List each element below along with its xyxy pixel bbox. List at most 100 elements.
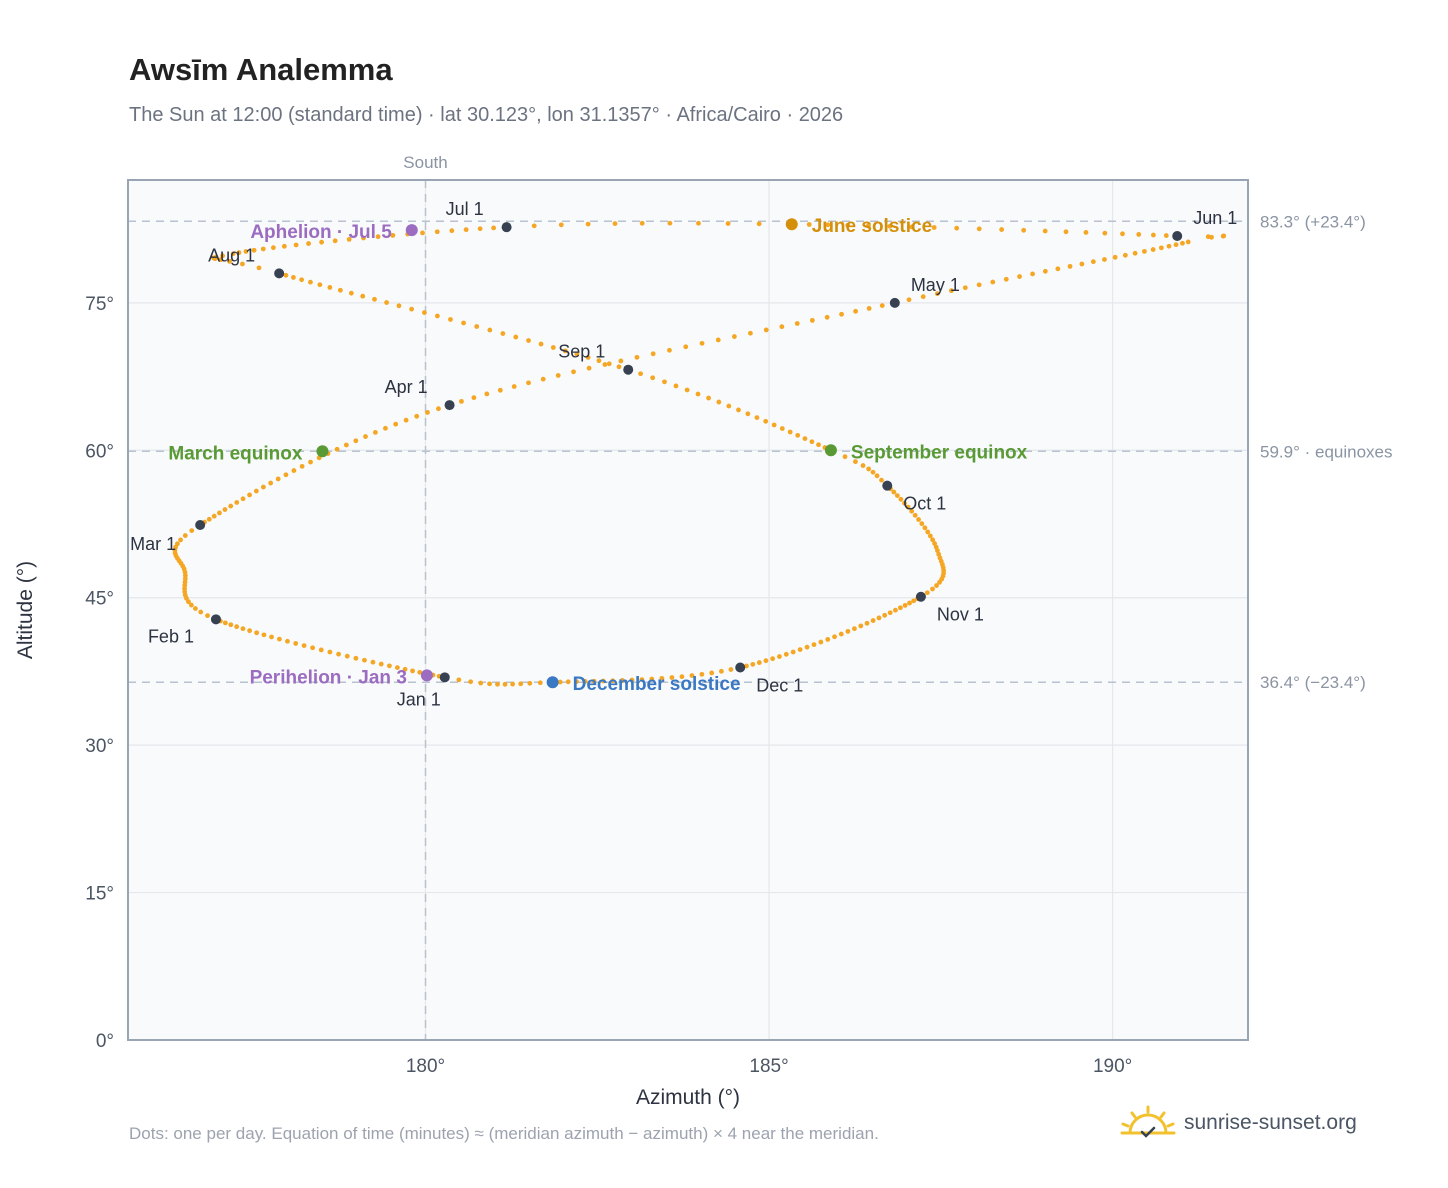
daily-dot: [484, 391, 490, 397]
daily-dot: [954, 225, 960, 231]
daily-dot: [906, 297, 912, 303]
daily-dot: [639, 220, 645, 226]
daily-dot: [600, 678, 606, 684]
daily-dot: [178, 537, 183, 543]
daily-dot: [924, 590, 930, 596]
daily-dot: [879, 477, 884, 483]
daily-dot: [1132, 250, 1138, 256]
daily-dot: [343, 442, 349, 448]
reference-lines: 83.3° (+23.4°) 59.9° · equinoxes 36.4° (−2…: [128, 212, 1393, 692]
daily-dot: [436, 406, 441, 412]
daily-dot: [308, 459, 313, 465]
daily-dot: [797, 647, 803, 653]
month-label: Feb 1: [148, 626, 194, 646]
daily-dot: [612, 221, 618, 226]
daily-dot: [310, 645, 316, 651]
event-marker: [420, 669, 433, 682]
event-label: Aphelion · Jul 5: [250, 222, 392, 243]
daily-dot: [811, 642, 817, 648]
daily-dot: [175, 541, 180, 547]
brand[interactable]: sunrise-sunset.org: [1120, 1103, 1357, 1143]
daily-dot: [673, 383, 679, 389]
daily-dot: [695, 391, 701, 397]
daily-dot: [562, 348, 568, 354]
daily-dot: [586, 365, 592, 371]
daily-dot: [1090, 259, 1096, 265]
daily-dot: [571, 369, 576, 375]
daily-dot: [217, 257, 223, 263]
daily-dot: [937, 579, 942, 585]
daily-dot: [420, 230, 425, 236]
daily-dot: [876, 615, 882, 621]
daily-dot: [736, 407, 741, 413]
daily-dot: [251, 247, 257, 253]
daily-dot: [610, 678, 616, 684]
daily-dot: [866, 306, 872, 311]
month-label: Apr 1: [385, 377, 428, 397]
daily-dot: [897, 605, 903, 611]
daily-dot: [283, 272, 289, 278]
brand-name: sunrise-sunset.org: [1184, 1111, 1357, 1134]
daily-dot: [706, 395, 711, 401]
daily-dot: [809, 439, 815, 445]
event-label: March equinox: [168, 443, 303, 464]
daily-dot: [1017, 274, 1022, 279]
daily-dot: [217, 510, 222, 516]
month-label: Jan 1: [397, 689, 441, 709]
daily-dot: [920, 294, 926, 300]
daily-dot: [582, 679, 588, 684]
daily-dot: [383, 425, 388, 431]
daily-dot: [456, 677, 462, 683]
daily-dot: [934, 291, 940, 297]
daily-dot: [1205, 234, 1211, 240]
daily-dot: [925, 529, 931, 535]
daily-dot: [794, 321, 800, 326]
daily-dot: [1122, 252, 1128, 258]
daily-dot: [976, 282, 982, 288]
daily-dot: [596, 358, 602, 364]
daily-dot: [372, 429, 378, 435]
daily-dot: [696, 220, 701, 226]
month-marker: [444, 400, 455, 411]
daily-dot: [777, 654, 782, 659]
daily-dot: [962, 285, 968, 291]
daily-dot: [234, 500, 240, 505]
month-label: Aug 1: [208, 245, 255, 265]
daily-dot: [649, 676, 655, 682]
daily-dot: [809, 317, 815, 323]
daily-dot: [293, 641, 299, 646]
daily-dot: [269, 634, 274, 640]
month-marker: [439, 672, 450, 683]
daily-dot: [477, 226, 483, 232]
daily-dot: [1063, 229, 1069, 235]
axes: 0° 15° 30° 45° 60° 75° 180° 185° 190° Azimuth (°)…: [14, 294, 1132, 1109]
daily-dot: [894, 493, 900, 498]
daily-dot: [361, 235, 366, 241]
daily-dot: [683, 344, 689, 350]
daily-dot: [659, 675, 665, 681]
daily-dot: [898, 496, 904, 502]
daily-dot: [853, 308, 858, 314]
daily-dot: [779, 426, 785, 431]
daily-dot: [591, 678, 597, 684]
daily-dot: [634, 354, 640, 360]
event-label: December solstice: [573, 674, 741, 695]
daily-dot: [396, 303, 402, 309]
month-marker: [501, 222, 512, 233]
daily-dot: [824, 314, 830, 320]
daily-dot: [513, 334, 519, 340]
daily-dot: [370, 659, 376, 665]
daily-dot: [699, 671, 705, 677]
daily-dot: [299, 463, 305, 469]
month-marker: [915, 591, 926, 602]
daily-dot: [748, 330, 753, 336]
daily-dot: [212, 256, 218, 262]
daily-dot: [667, 220, 673, 226]
daily-dot: [728, 667, 734, 672]
daily-dot: [1021, 227, 1027, 233]
daily-dot: [858, 623, 864, 629]
daily-dot: [882, 612, 888, 618]
daily-dot: [526, 380, 531, 386]
month-label: Jul 1: [446, 199, 484, 219]
daily-dot: [393, 421, 399, 427]
